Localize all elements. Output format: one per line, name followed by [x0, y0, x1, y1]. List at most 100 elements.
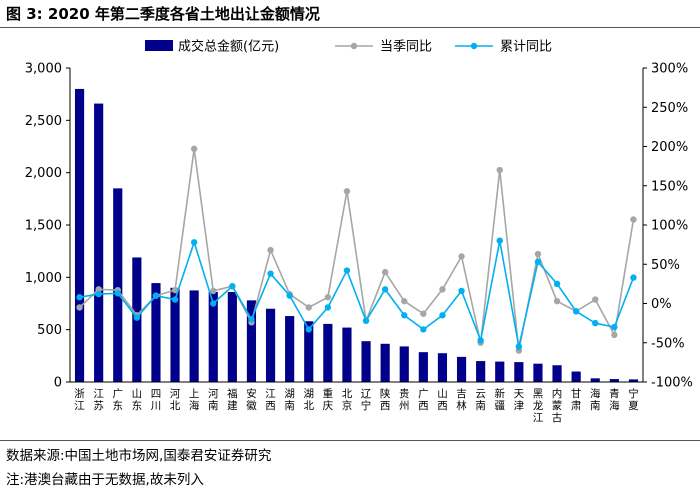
category-label-江苏: 江苏 — [93, 388, 104, 412]
cumulative-yoy-point — [439, 312, 446, 319]
cumulative-yoy-point — [477, 337, 484, 344]
right-tick-label: 250% — [651, 101, 688, 116]
cumulative-yoy-point — [210, 300, 217, 307]
cumulative-yoy-point — [133, 314, 141, 321]
category-label-甘肃: 甘肃 — [571, 387, 582, 412]
category-label-云南: 云南 — [475, 388, 486, 412]
legend-swatch-amount — [145, 40, 173, 51]
category-label-新疆: 新疆 — [495, 387, 506, 412]
bar-云南 — [476, 361, 486, 382]
quarter-yoy-point — [611, 331, 618, 339]
cumulative-yoy-point — [458, 287, 465, 295]
bar-吉林 — [456, 356, 467, 382]
category-label-吉林: 吉林 — [456, 388, 467, 412]
bar-福建 — [227, 291, 237, 382]
cumulative-yoy-point — [420, 326, 427, 333]
bar-安徽 — [246, 300, 257, 382]
cumulative-yoy-point — [286, 292, 293, 299]
left-tick-label: 1,500 — [25, 219, 62, 234]
cumulative-yoy-point — [592, 319, 599, 327]
figure-title: 图 3: 2020 年第二季度各省土地出让金额情况 — [6, 5, 320, 23]
bar-浙江 — [74, 88, 85, 382]
quarter-yoy-point — [630, 216, 637, 223]
quarter-yoy-point — [76, 304, 83, 311]
cumulative-yoy-point — [114, 290, 121, 297]
cumulative-yoy-point — [171, 296, 179, 303]
source-note: 数据来源:中国土地市场网,国泰君安证券研究 — [6, 448, 272, 464]
cumulative-yoy-point — [630, 274, 637, 281]
category-label-湖北: 湖北 — [304, 388, 315, 412]
cumulative-yoy-point — [534, 258, 542, 266]
bar-宁夏 — [628, 379, 639, 382]
cumulative-yoy-point — [343, 267, 351, 274]
category-label-内蒙古: 内蒙古 — [552, 387, 563, 424]
bar-海南 — [590, 378, 600, 382]
category-label-湖南: 湖南 — [284, 388, 295, 412]
bar-贵州 — [399, 346, 409, 382]
category-label-山东: 山东 — [132, 388, 143, 412]
left-tick-label: 1,000 — [25, 271, 62, 286]
cumulative-yoy-point — [381, 286, 389, 293]
category-label-广西: 广西 — [418, 388, 429, 412]
cumulative-yoy-point — [229, 283, 236, 290]
cumulative-yoy-line — [79, 239, 635, 347]
bar-陕西 — [380, 343, 390, 382]
cumulative-yoy-point — [305, 326, 312, 333]
quarter-yoy-point — [420, 310, 427, 317]
quarter-yoy-point — [401, 297, 408, 305]
category-label-河南: 河南 — [208, 388, 219, 412]
category-label-上海: 上海 — [189, 388, 200, 412]
category-label-四川: 四川 — [151, 388, 162, 412]
category-label-北京: 北京 — [342, 388, 353, 412]
bar-湖北 — [304, 321, 314, 382]
quarter-yoy-point — [343, 188, 351, 195]
cumulative-yoy-point — [190, 239, 198, 246]
bar-江苏 — [94, 103, 104, 382]
cumulative-yoy-point — [401, 312, 408, 319]
right-tick-label: 50% — [651, 258, 680, 273]
title-rule — [0, 27, 700, 28]
category-label-福建: 福建 — [227, 387, 238, 412]
bar-四川 — [151, 283, 161, 382]
category-label-贵州: 贵州 — [399, 387, 410, 412]
cumulative-yoy-point — [267, 270, 274, 277]
bar-辽宁 — [361, 341, 371, 382]
category-label-重庆: 重庆 — [323, 387, 334, 412]
cumulative-yoy-point — [248, 316, 255, 323]
quarter-yoy-point — [553, 297, 561, 305]
cumulative-yoy-point — [496, 237, 503, 244]
category-label-山西: 山西 — [437, 388, 448, 412]
legend-marker-cumulative-yoy — [470, 42, 478, 50]
category-label-河北: 河北 — [170, 388, 181, 412]
bar-广西 — [418, 352, 428, 382]
right-tick-label: 150% — [651, 179, 688, 194]
right-tick-label: 0% — [651, 297, 672, 312]
quarter-yoy-point — [305, 304, 312, 311]
quarter-yoy-point — [95, 286, 102, 293]
quarter-yoy-line — [79, 148, 635, 351]
category-label-江西: 江西 — [265, 388, 276, 412]
bar-广东 — [113, 188, 123, 382]
right-tick-label: 300% — [651, 62, 688, 77]
category-label-青海: 青海 — [609, 387, 620, 412]
left-tick-label: 3,000 — [25, 62, 62, 77]
bar-上海 — [189, 290, 199, 382]
bar-天津 — [514, 362, 524, 382]
bar-江西 — [265, 308, 276, 382]
combo-chart: 0 500 1,000 1,500 2,000 2,500 3,000 -100% -50% 0%… — [25, 39, 693, 425]
category-label-陕西: 陕西 — [380, 387, 391, 412]
quarter-yoy-point — [190, 145, 198, 153]
quarter-yoy-point — [439, 286, 446, 293]
category-label-浙江: 浙江 — [74, 388, 85, 412]
category-label-辽宁: 辽宁 — [361, 388, 372, 412]
bar-新疆 — [495, 361, 505, 382]
quarter-yoy-point — [210, 287, 217, 295]
bar-重庆 — [323, 323, 333, 382]
bar-甘肃 — [571, 371, 581, 382]
quarter-yoy-point — [267, 246, 274, 254]
left-tick-label: 2,500 — [25, 114, 62, 129]
cumulative-yoy-point — [515, 343, 523, 350]
legend-marker-quarter-yoy — [350, 42, 358, 50]
category-label-广东: 广东 — [113, 388, 124, 412]
quarter-yoy-point — [171, 286, 179, 294]
